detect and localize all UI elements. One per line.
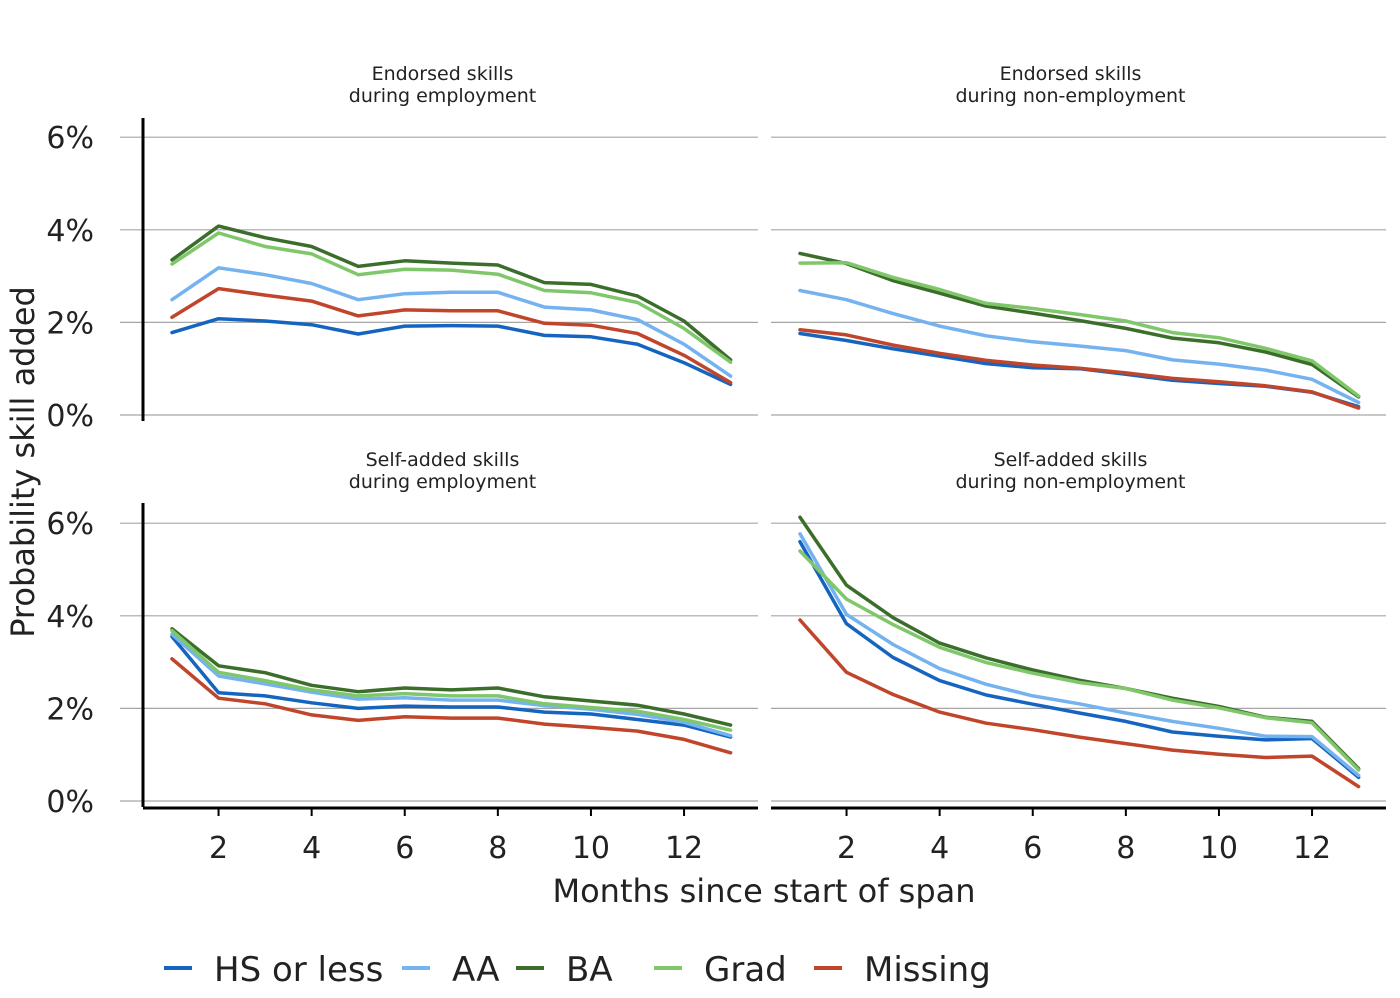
- series-line-aa: [798, 288, 1361, 405]
- panel-title-line2: during non-employment: [956, 471, 1186, 493]
- x-tick-label: 4: [930, 831, 949, 866]
- y-tick-label: 0%: [46, 399, 94, 434]
- series-line-missing: [798, 328, 1361, 410]
- series-line-aa: [798, 532, 1361, 778]
- legend-item-aa: AA: [402, 950, 499, 990]
- series-line-hs: [798, 539, 1361, 780]
- panel-title-line2: during non-employment: [956, 85, 1186, 107]
- x-tick-label: 6: [395, 831, 414, 866]
- x-tick-label: 2: [837, 831, 856, 866]
- series-line-ba: [170, 627, 733, 727]
- x-tick-label: 2: [209, 831, 228, 866]
- series-line-aa: [170, 632, 733, 738]
- series-line-grad: [798, 260, 1361, 398]
- series-line-grad: [170, 231, 733, 364]
- legend-item-missing: Missing: [814, 950, 991, 990]
- panel-title-line1: Endorsed skills: [372, 63, 514, 85]
- x-tick-label: 4: [302, 831, 321, 866]
- x-tick-label: 6: [1023, 831, 1042, 866]
- legend-item-hs: HS or less: [164, 950, 383, 990]
- panel-title-line2: during employment: [349, 85, 536, 107]
- y-tick-label: 2%: [46, 692, 94, 727]
- series-line-hs: [170, 634, 733, 739]
- legend-label: HS or less: [214, 950, 383, 990]
- series-line-missing: [798, 618, 1361, 789]
- x-tick-label: 8: [488, 831, 507, 866]
- legend-item-grad: Grad: [654, 950, 787, 990]
- x-tick-label: 12: [665, 831, 703, 866]
- series-line-missing: [170, 286, 733, 385]
- legend-item-ba: BA: [516, 950, 613, 990]
- legend-label: BA: [566, 950, 613, 990]
- x-tick-label: 8: [1116, 831, 1135, 866]
- y-tick-label: 0%: [46, 785, 94, 820]
- panel-title-line2: during employment: [349, 471, 536, 493]
- y-tick-label: 2%: [46, 306, 94, 341]
- series-line-hs: [170, 316, 733, 387]
- series-line-ba: [170, 224, 733, 362]
- x-tick-label: 12: [1293, 831, 1331, 866]
- series-line-ba: [798, 251, 1361, 399]
- y-tick-label: 6%: [46, 121, 94, 156]
- panel-title-line1: Self-added skills: [366, 449, 520, 471]
- legend: HS or less AA BA Grad Missing: [164, 950, 991, 990]
- y-tick-label: 4%: [46, 214, 94, 249]
- y-tick-label: 4%: [46, 600, 94, 635]
- series-line-grad: [798, 549, 1361, 772]
- legend-label: AA: [452, 950, 499, 990]
- legend-label: Missing: [864, 950, 991, 990]
- legend-label: Grad: [704, 950, 787, 990]
- panel-title-line1: Self-added skills: [994, 449, 1148, 471]
- panel-title-line1: Endorsed skills: [1000, 63, 1142, 85]
- x-tick-label: 10: [572, 831, 610, 866]
- y-axis-title: Probability skill added: [4, 286, 42, 638]
- y-tick-label: 6%: [46, 507, 94, 542]
- series-line-missing: [170, 657, 733, 755]
- series-line-aa: [170, 266, 733, 378]
- series-line-ba: [798, 515, 1361, 771]
- x-tick-label: 10: [1200, 831, 1238, 866]
- series-line-grad: [170, 628, 733, 732]
- x-axis-title: Months since start of span: [552, 872, 975, 910]
